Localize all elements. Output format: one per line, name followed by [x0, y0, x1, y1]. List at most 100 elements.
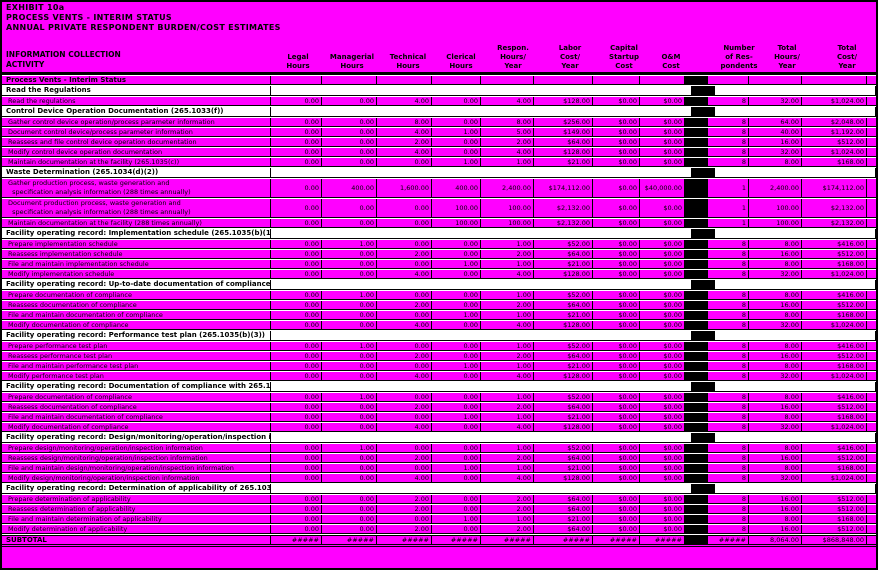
cell-total-cost[interactable]: $2,048.00	[801, 118, 867, 126]
row-label[interactable]: File and maintain documentation of compl…	[2, 311, 271, 319]
cell-technical[interactable]: 2.00	[376, 250, 432, 258]
cell-managerial[interactable]: 1.00	[321, 444, 377, 452]
cell-capital[interactable]: $0.00	[592, 118, 640, 126]
cell-technical[interactable]: 0.00	[376, 362, 432, 370]
cell-total-cost[interactable]: $416.00	[801, 393, 867, 401]
cell-clerical[interactable]: 0.00	[431, 138, 481, 146]
row-label[interactable]: Prepare performance test plan	[2, 342, 271, 350]
cell-om[interactable]: $0.00	[639, 158, 685, 166]
cell-om[interactable]: $0.00	[639, 413, 685, 421]
cell-clerical[interactable]: 0.00	[431, 148, 481, 156]
cell-respon-hours[interactable]: 1.00	[480, 393, 534, 401]
cell-managerial[interactable]: 0.00	[321, 260, 377, 268]
row-label[interactable]: Prepare determination of applicability	[2, 495, 271, 503]
cell-managerial[interactable]: 0.00	[321, 454, 377, 462]
cell-total-hours[interactable]: 100.00	[748, 219, 802, 227]
cell-total-cost[interactable]: $416.00	[801, 444, 867, 452]
cell-total-hours[interactable]: 8.00	[748, 444, 802, 452]
cell-respon-hours[interactable]: 1.00	[480, 342, 534, 350]
row-label[interactable]: Maintain documentation at the facility (…	[2, 219, 271, 227]
cell-capital[interactable]: $0.00	[592, 454, 640, 462]
row-label[interactable]: Modify performance test plan	[2, 372, 271, 380]
cell-technical[interactable]: 4.00	[376, 372, 432, 380]
cell-om[interactable]: $0.00	[639, 240, 685, 248]
cell-capital[interactable]: $0.00	[592, 321, 640, 329]
cell-capital[interactable]: $0.00	[592, 250, 640, 258]
cell-technical[interactable]: 4.00	[376, 270, 432, 278]
cell-clerical[interactable]: 0.00	[431, 525, 481, 533]
row-label[interactable]: Reassess performance test plan	[2, 352, 271, 360]
cell-respon-hours[interactable]: 5.00	[480, 128, 534, 136]
row-label[interactable]: Modify control device operation document…	[2, 148, 271, 156]
cell-technical[interactable]: 8.00	[376, 118, 432, 126]
cell-total-hours[interactable]: 32.00	[748, 148, 802, 156]
cell-capital[interactable]: $0.00	[592, 97, 640, 105]
cell-total-cost[interactable]: $168.00	[801, 158, 867, 166]
cell-respondents[interactable]: 8	[707, 301, 749, 309]
cell-legal[interactable]: 0.00	[270, 495, 322, 503]
cell-respon-hours[interactable]: 8.00	[480, 118, 534, 126]
cell-managerial[interactable]: 0.00	[321, 423, 377, 431]
cell-respondents[interactable]: 8	[707, 97, 749, 105]
cell-total-hours[interactable]: 16.00	[748, 301, 802, 309]
cell-technical[interactable]: 0.00	[376, 199, 432, 217]
cell-total-hours[interactable]: 8.00	[748, 515, 802, 523]
cell-total-cost[interactable]: $416.00	[801, 291, 867, 299]
cell-labor-cost[interactable]: $128.00	[533, 474, 593, 482]
cell-managerial[interactable]: 0.00	[321, 403, 377, 411]
cell-legal[interactable]	[270, 76, 322, 84]
cell-capital[interactable]: $0.00	[592, 403, 640, 411]
cell-managerial[interactable]: 0.00	[321, 158, 377, 166]
cell-labor-cost[interactable]: $64.00	[533, 495, 593, 503]
cell-legal[interactable]: 0.00	[270, 393, 322, 401]
cell-capital[interactable]: $0.00	[592, 219, 640, 227]
cell-total-hours[interactable]: 16.00	[748, 250, 802, 258]
cell-legal[interactable]: 0.00	[270, 525, 322, 533]
cell-total-cost[interactable]: $1,024.00	[801, 423, 867, 431]
cell-managerial[interactable]: 0.00	[321, 525, 377, 533]
cell-managerial[interactable]: 0.00	[321, 321, 377, 329]
row-label[interactable]: Document production process, waste gener…	[2, 199, 271, 217]
cell-legal[interactable]: 0.00	[270, 342, 322, 350]
cell-respon-hours[interactable]: 2.00	[480, 525, 534, 533]
cell-om[interactable]: $0.00	[639, 403, 685, 411]
cell-managerial[interactable]: 1.00	[321, 291, 377, 299]
cell-total-cost[interactable]: $512.00	[801, 505, 867, 513]
cell-total-hours[interactable]: 32.00	[748, 270, 802, 278]
cell-respondents[interactable]: 8	[707, 362, 749, 370]
row-label[interactable]: Modify documentation of compliance	[2, 321, 271, 329]
cell-capital[interactable]: $0.00	[592, 505, 640, 513]
cell-total-hours[interactable]: 32.00	[748, 372, 802, 380]
cell-managerial[interactable]: 0.00	[321, 148, 377, 156]
cell-total-hours[interactable]: 64.00	[748, 118, 802, 126]
row-label[interactable]: Facility operating record: Performance t…	[2, 331, 271, 340]
cell-labor-cost[interactable]: $21.00	[533, 260, 593, 268]
cell-respondents[interactable]	[707, 76, 749, 84]
cell-respon-hours[interactable]: 4.00	[480, 97, 534, 105]
cell-labor-cost[interactable]: $174,112.00	[533, 179, 593, 197]
row-label[interactable]: File and maintain implementation schedul…	[2, 260, 271, 268]
row-label[interactable]: Modify design/monitoring/operation/inspe…	[2, 474, 271, 482]
cell-om[interactable]	[639, 76, 685, 84]
cell-managerial[interactable]	[321, 76, 377, 84]
cell-legal[interactable]: 0.00	[270, 250, 322, 258]
cell-om[interactable]: $0.00	[639, 393, 685, 401]
cell-managerial[interactable]: 0.00	[321, 138, 377, 146]
row-label[interactable]: Facility operating record: Documentation…	[2, 382, 271, 391]
cell-total-cost[interactable]: $174,112.00	[801, 179, 867, 197]
cell-labor-cost[interactable]: $52.00	[533, 393, 593, 401]
cell-technical[interactable]: 0.00	[376, 219, 432, 227]
cell-om[interactable]: $0.00	[639, 321, 685, 329]
cell-total-hours[interactable]: 40.00	[748, 128, 802, 136]
row-label[interactable]: Document control device/process paramete…	[2, 128, 271, 136]
cell-total-cost[interactable]: $168.00	[801, 464, 867, 472]
cell-clerical[interactable]: 0.00	[431, 454, 481, 462]
cell-technical[interactable]: 2.00	[376, 454, 432, 462]
cell-capital[interactable]: $0.00	[592, 372, 640, 380]
row-label[interactable]: Facility operating record: Determination…	[2, 484, 271, 493]
cell-managerial[interactable]: 0.00	[321, 372, 377, 380]
cell-capital[interactable]: $0.00	[592, 474, 640, 482]
cell-total-cost[interactable]: $168.00	[801, 515, 867, 523]
cell-capital[interactable]: $0.00	[592, 260, 640, 268]
cell-total-cost[interactable]: $1,024.00	[801, 97, 867, 105]
